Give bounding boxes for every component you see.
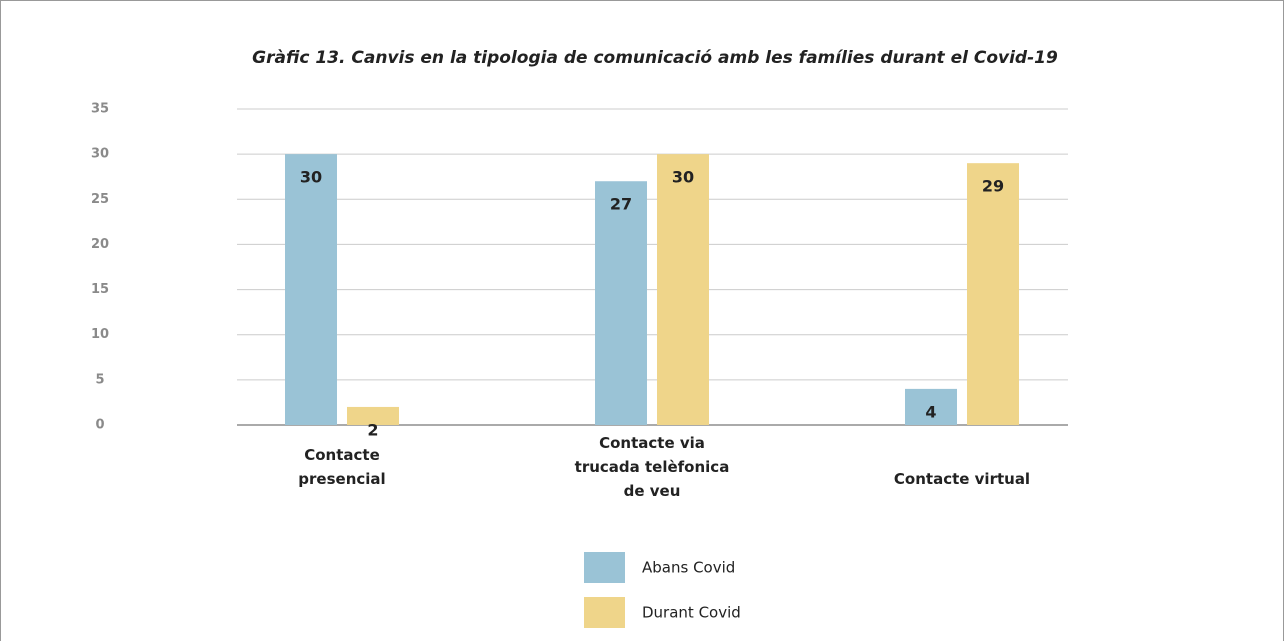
legend-swatch	[584, 597, 625, 628]
data-label: 29	[982, 177, 1004, 196]
chart-title: Gràfic 13. Canvis en la tipologia de com…	[252, 48, 1058, 68]
bar	[347, 406, 399, 425]
y-tick-label: 0	[95, 418, 104, 433]
legend-swatch	[584, 552, 625, 583]
data-label: 4	[925, 402, 936, 421]
y-tick-label: 30	[91, 147, 109, 162]
data-label: 27	[610, 195, 632, 214]
data-label: 30	[672, 168, 694, 187]
x-tick-label: Contacte presencial	[298, 446, 385, 488]
bar	[905, 388, 957, 425]
x-tick-label: Contacte virtual	[894, 470, 1030, 488]
y-tick-label: 35	[91, 102, 109, 117]
y-tick-label: 15	[91, 282, 109, 297]
y-tick-label: 20	[91, 237, 109, 252]
data-label: 30	[300, 168, 322, 187]
y-tick-label: 25	[91, 192, 109, 207]
legend-label: Durant Covid	[642, 604, 741, 622]
y-tick-label: 10	[91, 327, 109, 342]
data-label: 2	[367, 420, 378, 439]
x-tick-label: Contacte via trucada telèfonica de veu	[575, 434, 730, 500]
bar	[595, 181, 647, 425]
bar	[285, 154, 337, 425]
bar	[967, 163, 1019, 425]
legend-label: Abans Covid	[642, 559, 735, 577]
bar	[657, 154, 709, 425]
y-tick-label: 5	[95, 372, 104, 387]
